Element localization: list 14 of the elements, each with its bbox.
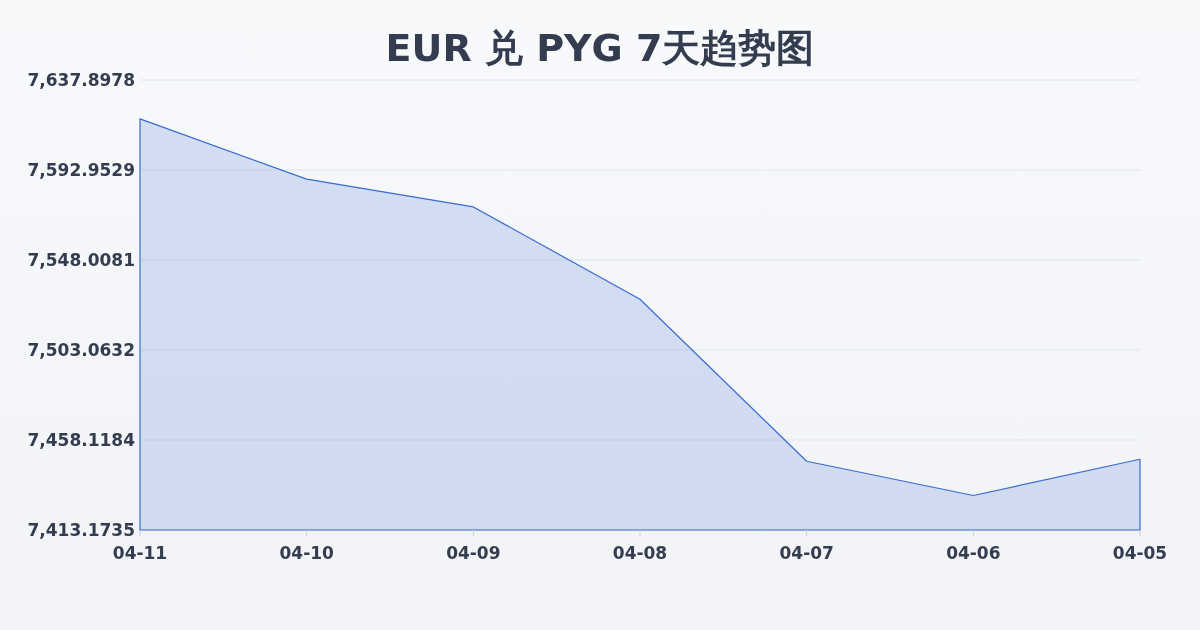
x-tick-label: 04-11 [112,543,168,563]
chart-title: EUR 兑 PYG 7天趋势图 [385,26,815,70]
y-tick-label: 7,413.1735 [27,519,135,540]
x-tick-label: 04-07 [779,543,834,563]
x-tick-label: 04-05 [1112,543,1168,563]
x-tick-label: 04-10 [279,543,335,563]
y-tick-label: 7,458.1184 [27,429,136,450]
y-tick-label: 7,637.8978 [27,69,135,90]
y-tick-label: 7,592.9529 [27,159,135,180]
x-tick-label: 04-09 [446,543,501,563]
x-tick-label: 04-08 [612,543,668,563]
y-tick-label: 7,548.0081 [27,249,135,270]
y-tick-label: 7,503.0632 [27,339,135,360]
x-tick-label: 04-06 [946,543,1001,563]
